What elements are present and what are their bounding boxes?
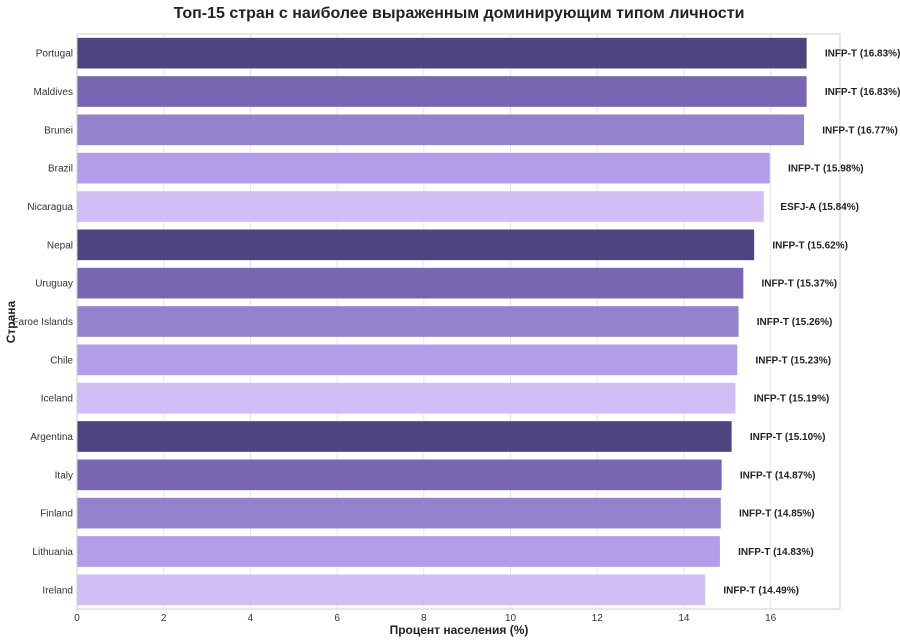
bar-finland [77,497,721,529]
y-tick-label-uruguay: Uruguay [35,279,73,290]
bar-nepal [77,229,755,261]
bar-argentina [77,421,732,452]
y-tick-label-faroe-islands: Faroe Islands [12,317,73,328]
y-tick-label-finland: Finland [40,509,73,520]
bars [77,37,807,606]
x-tick-label-14: 14 [678,613,690,624]
bar-label-brunei: INFP-T (16.77%) [822,125,898,136]
bar-label-italy: INFP-T (14.87%) [740,470,816,481]
bar-label-brazil: INFP-T (15.98%) [788,164,864,175]
bar-ireland [77,574,706,606]
bar-label-ireland: INFP-T (14.49%) [723,585,799,596]
y-tick-label-brunei: Brunei [44,125,73,136]
bar-uruguay [77,267,744,299]
plot-frame [76,33,841,610]
bar-label-faroe-islands: INFP-T (15.26%) [757,317,833,328]
bar-label-lithuania: INFP-T (14.83%) [738,547,814,558]
y-tick-label-argentina: Argentina [30,432,73,443]
bar-label-portugal: INFP-T (16.83%) [825,49,900,60]
bar-maldives [77,76,807,107]
y-tick-label-nicaragua: Nicaragua [27,202,73,213]
bar-label-iceland: INFP-T (15.19%) [754,394,830,405]
bar-label-argentina: INFP-T (15.10%) [750,432,826,443]
bar-faroe-islands [77,306,739,337]
bar-value-labels: INFP-T (16.83%) INFP-T (16.83%) INFP-T (16… [723,49,900,597]
bar-brunei [77,114,805,146]
bar-chile [77,344,738,376]
bar-iceland [77,382,736,414]
y-tick-label-portugal: Portugal [36,49,73,60]
x-axis-label: Процент населения (%) [390,623,529,637]
bar-label-nepal: INFP-T (15.62%) [772,240,848,251]
x-tick-label-6: 6 [334,613,340,624]
bar-italy [77,459,722,491]
x-tick-label-2: 2 [161,613,167,624]
y-tick-label-iceland: Iceland [41,394,73,405]
bar-label-chile: INFP-T (15.23%) [755,355,831,366]
x-tick-label-8: 8 [421,613,427,624]
chart-title: Топ-15 стран с наиболее выраженным домин… [174,5,745,22]
bar-label-maldives: INFP-T (16.83%) [825,87,900,98]
x-tick-label-4: 4 [248,613,254,624]
bar-brazil [77,152,770,184]
y-tick-label-lithuania: Lithuania [32,547,73,558]
y-tick-label-ireland: Ireland [42,585,73,596]
y-tick-label-brazil: Brazil [48,164,73,175]
x-tick-label-16: 16 [765,613,777,624]
y-tick-label-maldives: Maldives [34,87,73,98]
y-axis-label: Страна [4,300,18,343]
bar-label-finland: INFP-T (14.85%) [739,509,815,520]
y-tick-label-nepal: Nepal [47,240,73,251]
y-tick-labels: Portugal Maldives Brunei Brazil Nicaragua Nep… [12,49,73,597]
bar-lithuania [77,536,720,567]
x-tick-label-12: 12 [592,613,604,624]
y-tick-label-italy: Italy [55,470,73,481]
y-tick-label-chile: Chile [50,355,73,366]
x-tick-label-0: 0 [74,613,80,624]
x-tick-label-10: 10 [505,613,517,624]
bar-portugal [77,37,807,69]
bar-label-uruguay: INFP-T (15.37%) [762,279,838,290]
bar-label-nicaragua: ESFJ-A (15.84%) [780,202,859,213]
x-tick-labels: 0 2 4 6 8 10 12 14 16 [74,613,776,624]
bar-nicaragua [77,191,764,222]
